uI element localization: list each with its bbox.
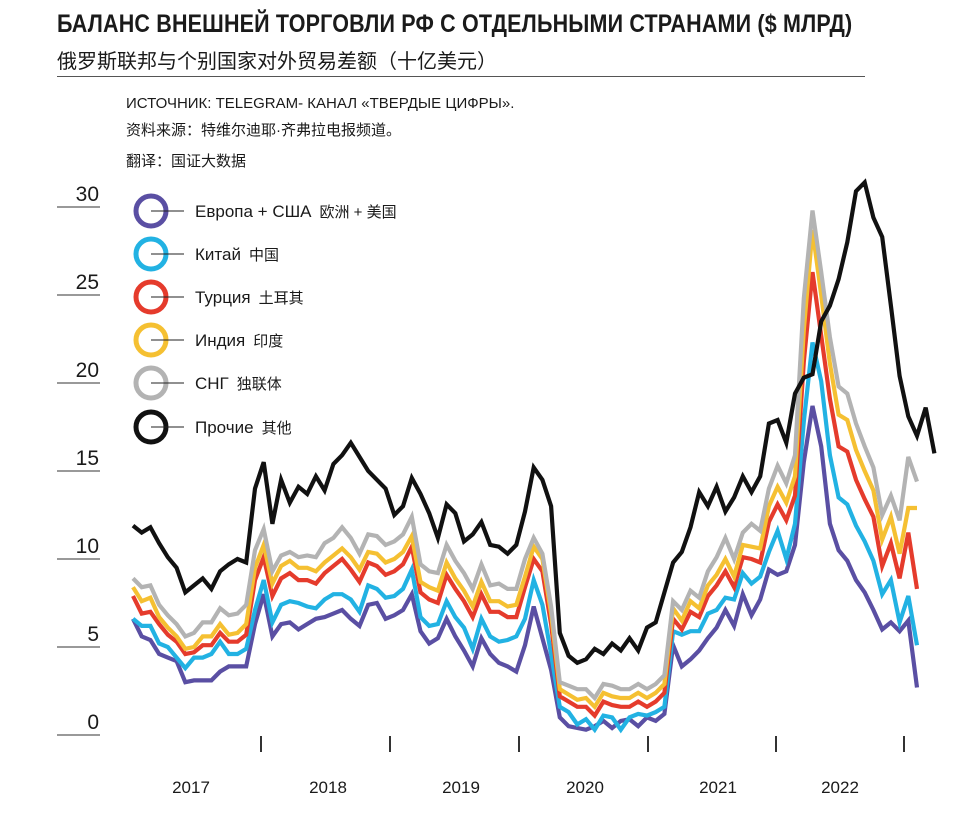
legend-label-cn: 土耳其 [259,290,304,307]
legend-item: Европа + США 欧洲 + 美国 [133,193,397,229]
series-line-4 [131,210,919,702]
series-line-3 [131,229,917,711]
y-tick-label: 20 [76,359,99,382]
x-axis: 2017 2018 2019 2020 2021 2022 [172,736,905,797]
legend-item: Китай 中国 [133,236,279,272]
chart-title: БАЛАНС ВНЕШНЕЙ ТОРГОВЛИ РФ С ОТДЕЛЬНЫМИ … [57,10,853,38]
x-tick-label: 2022 [821,778,859,797]
series-line-2 [131,271,920,719]
legend-label: Прочие 其他 [195,418,292,437]
legend: Европа + США 欧洲 + 美国 Китай 中国 Турция 土耳其 Индия… [133,193,397,445]
translation-note: 翻译：国证大数据 [126,153,247,170]
y-tick-label: 25 [76,271,99,294]
chart-subtitle: 俄罗斯联邦与个别国家对外贸易差额（十亿美元） [57,51,497,73]
x-tick-label: 2017 [172,778,210,797]
legend-label: Китай 中国 [195,245,279,264]
legend-label-cn: 欧洲 + 美国 [320,204,397,221]
y-tick-label: 5 [87,623,99,646]
y-tick-label: 10 [76,535,99,558]
x-tick-label: 2021 [699,778,737,797]
y-tick-label: 0 [87,711,99,734]
legend-label-ru: Китай [195,245,241,264]
legend-label-cn: 印度 [253,333,283,350]
legend-label-ru: Индия [195,331,245,350]
legend-label-cn: 其他 [262,420,292,437]
y-tick-label: 30 [76,183,99,206]
series-line-5 [131,178,937,666]
legend-label: Европа + США 欧洲 + 美国 [195,202,397,221]
legend-label-cn: 中国 [249,247,279,264]
source-note-ru: ИСТОЧНИК: TELEGRAM- КАНАЛ «ТВЕРДЫЕ ЦИФРЫ… [126,95,515,112]
legend-label-ru: Прочие [195,418,254,437]
legend-item: СНГ 独联体 [133,365,282,401]
legend-item: Индия 印度 [133,322,283,358]
legend-item: Турция 土耳其 [133,279,304,315]
legend-label-ru: СНГ [195,374,229,393]
legend-label: СНГ 独联体 [195,374,282,393]
series-lines [131,178,937,734]
source-note-cn: 资料来源：特维尔迪耶·齐弗拉电报频道。 [126,122,401,139]
y-axis: 0 5 10 15 20 25 30 [57,183,100,736]
legend-label: Индия 印度 [195,331,283,350]
legend-item: Прочие 其他 [133,409,292,445]
series-line-1 [131,342,920,734]
y-tick-label: 15 [76,447,99,470]
legend-label-ru: Турция [195,288,251,307]
series-line-0 [131,405,920,732]
legend-label-ru: Европа + США [195,202,312,221]
x-tick-label: 2019 [442,778,480,797]
x-tick-label: 2020 [566,778,604,797]
legend-label-cn: 独联体 [237,376,282,393]
title-divider [57,76,865,77]
legend-label: Турция 土耳其 [195,288,304,307]
x-tick-label: 2018 [309,778,347,797]
